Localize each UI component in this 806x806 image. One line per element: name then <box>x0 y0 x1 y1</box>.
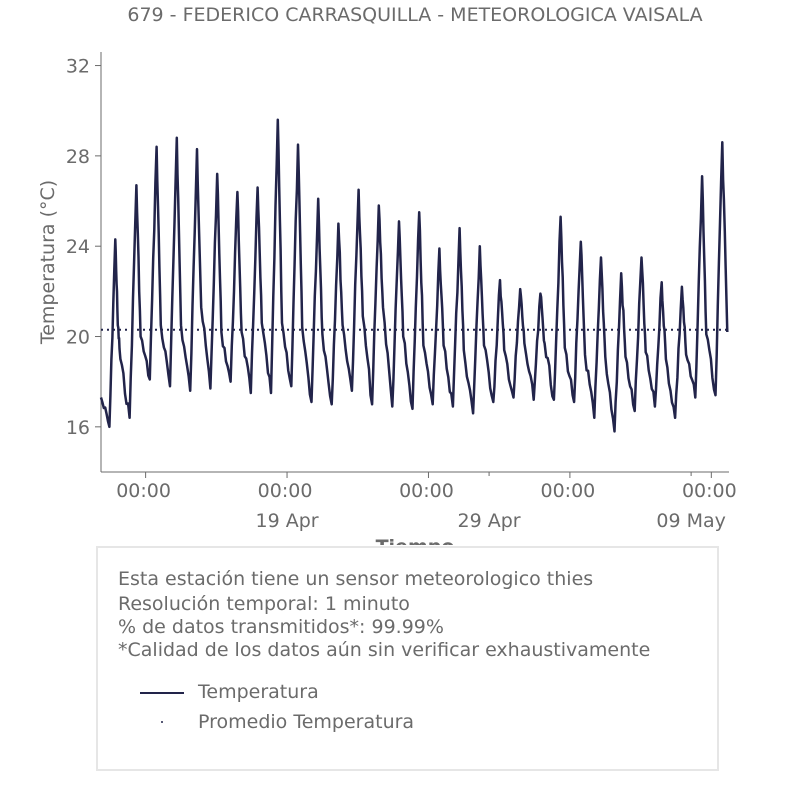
legend-temperatura-swatch <box>140 692 184 694</box>
x-tick-label: 00:00 <box>116 480 171 502</box>
x-date-label: 09 May <box>656 510 726 532</box>
info-resolution-line: Resolución temporal: 1 minuto <box>118 593 410 615</box>
legend-temperatura-label: Temperatura <box>198 681 319 703</box>
legend-promedio-swatch <box>161 721 163 723</box>
x-tick-label: 00:00 <box>399 480 454 502</box>
x-tick-label: 00:00 <box>541 480 596 502</box>
info-sensor-line: Esta estación tiene un sensor meteorolog… <box>118 568 594 590</box>
legend-promedio-label: Promedio Temperatura <box>198 711 415 733</box>
y-tick-label: 20 <box>66 327 90 349</box>
series-layer <box>99 118 729 433</box>
x-date-label: 19 Apr <box>255 510 318 532</box>
y-axis-label: Temperatura (°C) <box>37 180 59 345</box>
x-tick-label: 00:00 <box>682 480 737 502</box>
series-temperatura <box>99 118 729 433</box>
y-tick-label: 24 <box>66 236 90 258</box>
y-tick-label: 32 <box>66 56 90 78</box>
x-axis-label: Tiempo <box>376 536 455 545</box>
info-box: Esta estación tiene un sensor meteorolog… <box>96 546 719 771</box>
x-tick-label: 00:00 <box>258 480 313 502</box>
y-tick-label: 16 <box>66 417 90 439</box>
info-transmitted-line: % de datos transmitidos*: 99.99% <box>118 616 444 638</box>
axes: 16 20 24 28 32 00:00 00:00 19 Apr 00:00 00:00 00:0… <box>66 52 737 532</box>
temperature-chart: 679 - FEDERICO CARRASQUILLA - METEOROLOG… <box>37 4 737 545</box>
x-date-label: 29 Apr <box>458 510 521 532</box>
chart-title: 679 - FEDERICO CARRASQUILLA - METEOROLOG… <box>127 4 702 26</box>
y-tick-label: 28 <box>66 146 90 168</box>
info-quality-note: *Calidad de los datos aún sin verificar … <box>118 639 651 661</box>
